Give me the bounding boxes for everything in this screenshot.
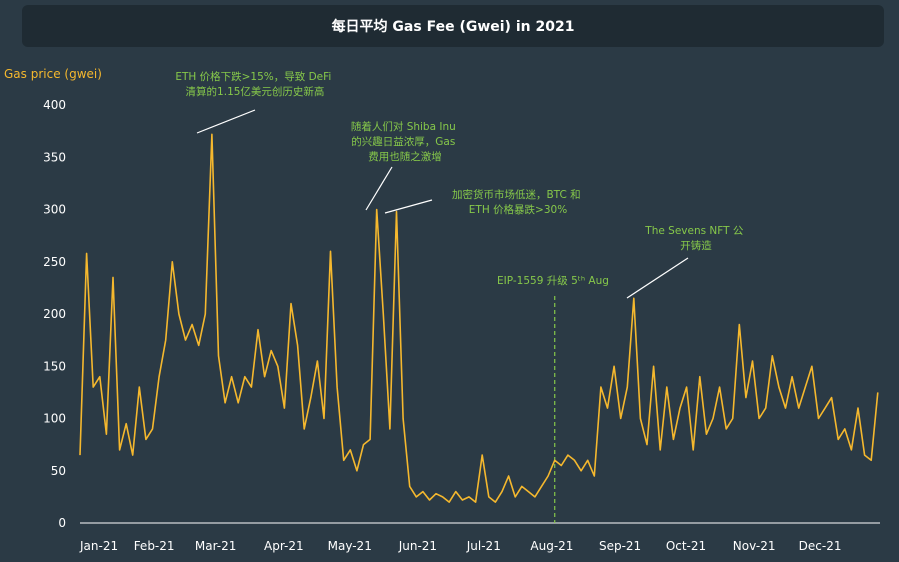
y-tick-label: 150 (43, 359, 66, 373)
y-tick-label: 50 (51, 464, 66, 478)
annotation-eip-1559: EIP-1559 升级 5ᵗʰ Aug (497, 275, 609, 287)
y-tick-label: 250 (43, 255, 66, 269)
x-tick-label: Oct-21 (666, 539, 706, 553)
x-tick-label: Mar-21 (195, 539, 236, 553)
x-tick-label: Aug-21 (530, 539, 573, 553)
y-tick-label: 350 (43, 150, 66, 164)
x-tick-label: Dec-21 (799, 539, 842, 553)
annotation-market-crash: 加密货币市场低迷，BTC 和 ETH 价格暴跌>30% (452, 188, 584, 216)
x-tick-label: Jan-21 (79, 539, 118, 553)
x-tick-label: Jun-21 (398, 539, 437, 553)
title-bar: 每日平均 Gas Fee (Gwei) in 2021 (22, 5, 884, 47)
chart-title: 每日平均 Gas Fee (Gwei) in 2021 (331, 19, 575, 35)
y-axis-label: Gas price (gwei) (4, 67, 102, 81)
annotation-defi-liquidation: ETH 价格下跌>15%，导致 DeFi 清算的1.15亿美元创历史新高 (175, 70, 334, 98)
y-tick-label: 100 (43, 412, 66, 426)
y-tick-label: 200 (43, 307, 66, 321)
annotation-pointer-defi (196, 109, 256, 134)
x-tick-label: Apr-21 (264, 539, 304, 553)
x-axis: Jan-21 Feb-21 Mar-21 Apr-21 May-21 Jun-21 Jul-… (79, 539, 841, 553)
x-tick-label: Nov-21 (733, 539, 776, 553)
y-axis: 0 50 100 150 200 250 300 350 400 (43, 98, 66, 530)
annotation-sevens-nft: The Sevens NFT 公 开铸造 (644, 225, 746, 252)
annotation-pointer-nft (626, 257, 689, 299)
x-tick-label: Feb-21 (134, 539, 175, 553)
y-tick-label: 400 (43, 98, 66, 112)
gas-price-series-line (79, 133, 879, 503)
annotation-pointer-crash (384, 199, 433, 214)
x-tick-label: Sep-21 (599, 539, 641, 553)
x-tick-label: May-21 (328, 539, 372, 553)
x-tick-label: Jul-21 (466, 539, 501, 553)
y-tick-label: 0 (58, 516, 66, 530)
y-tick-label: 300 (43, 203, 66, 217)
annotations: ETH 价格下跌>15%，导致 DeFi 清算的1.15亿美元创历史新高 随着人… (175, 70, 746, 299)
annotation-shiba-inu: 随着人们对 Shiba Inu 的兴趣日益浓厚，Gas 费用也随之激增 (351, 120, 459, 163)
annotation-pointer-shiba (365, 166, 393, 211)
